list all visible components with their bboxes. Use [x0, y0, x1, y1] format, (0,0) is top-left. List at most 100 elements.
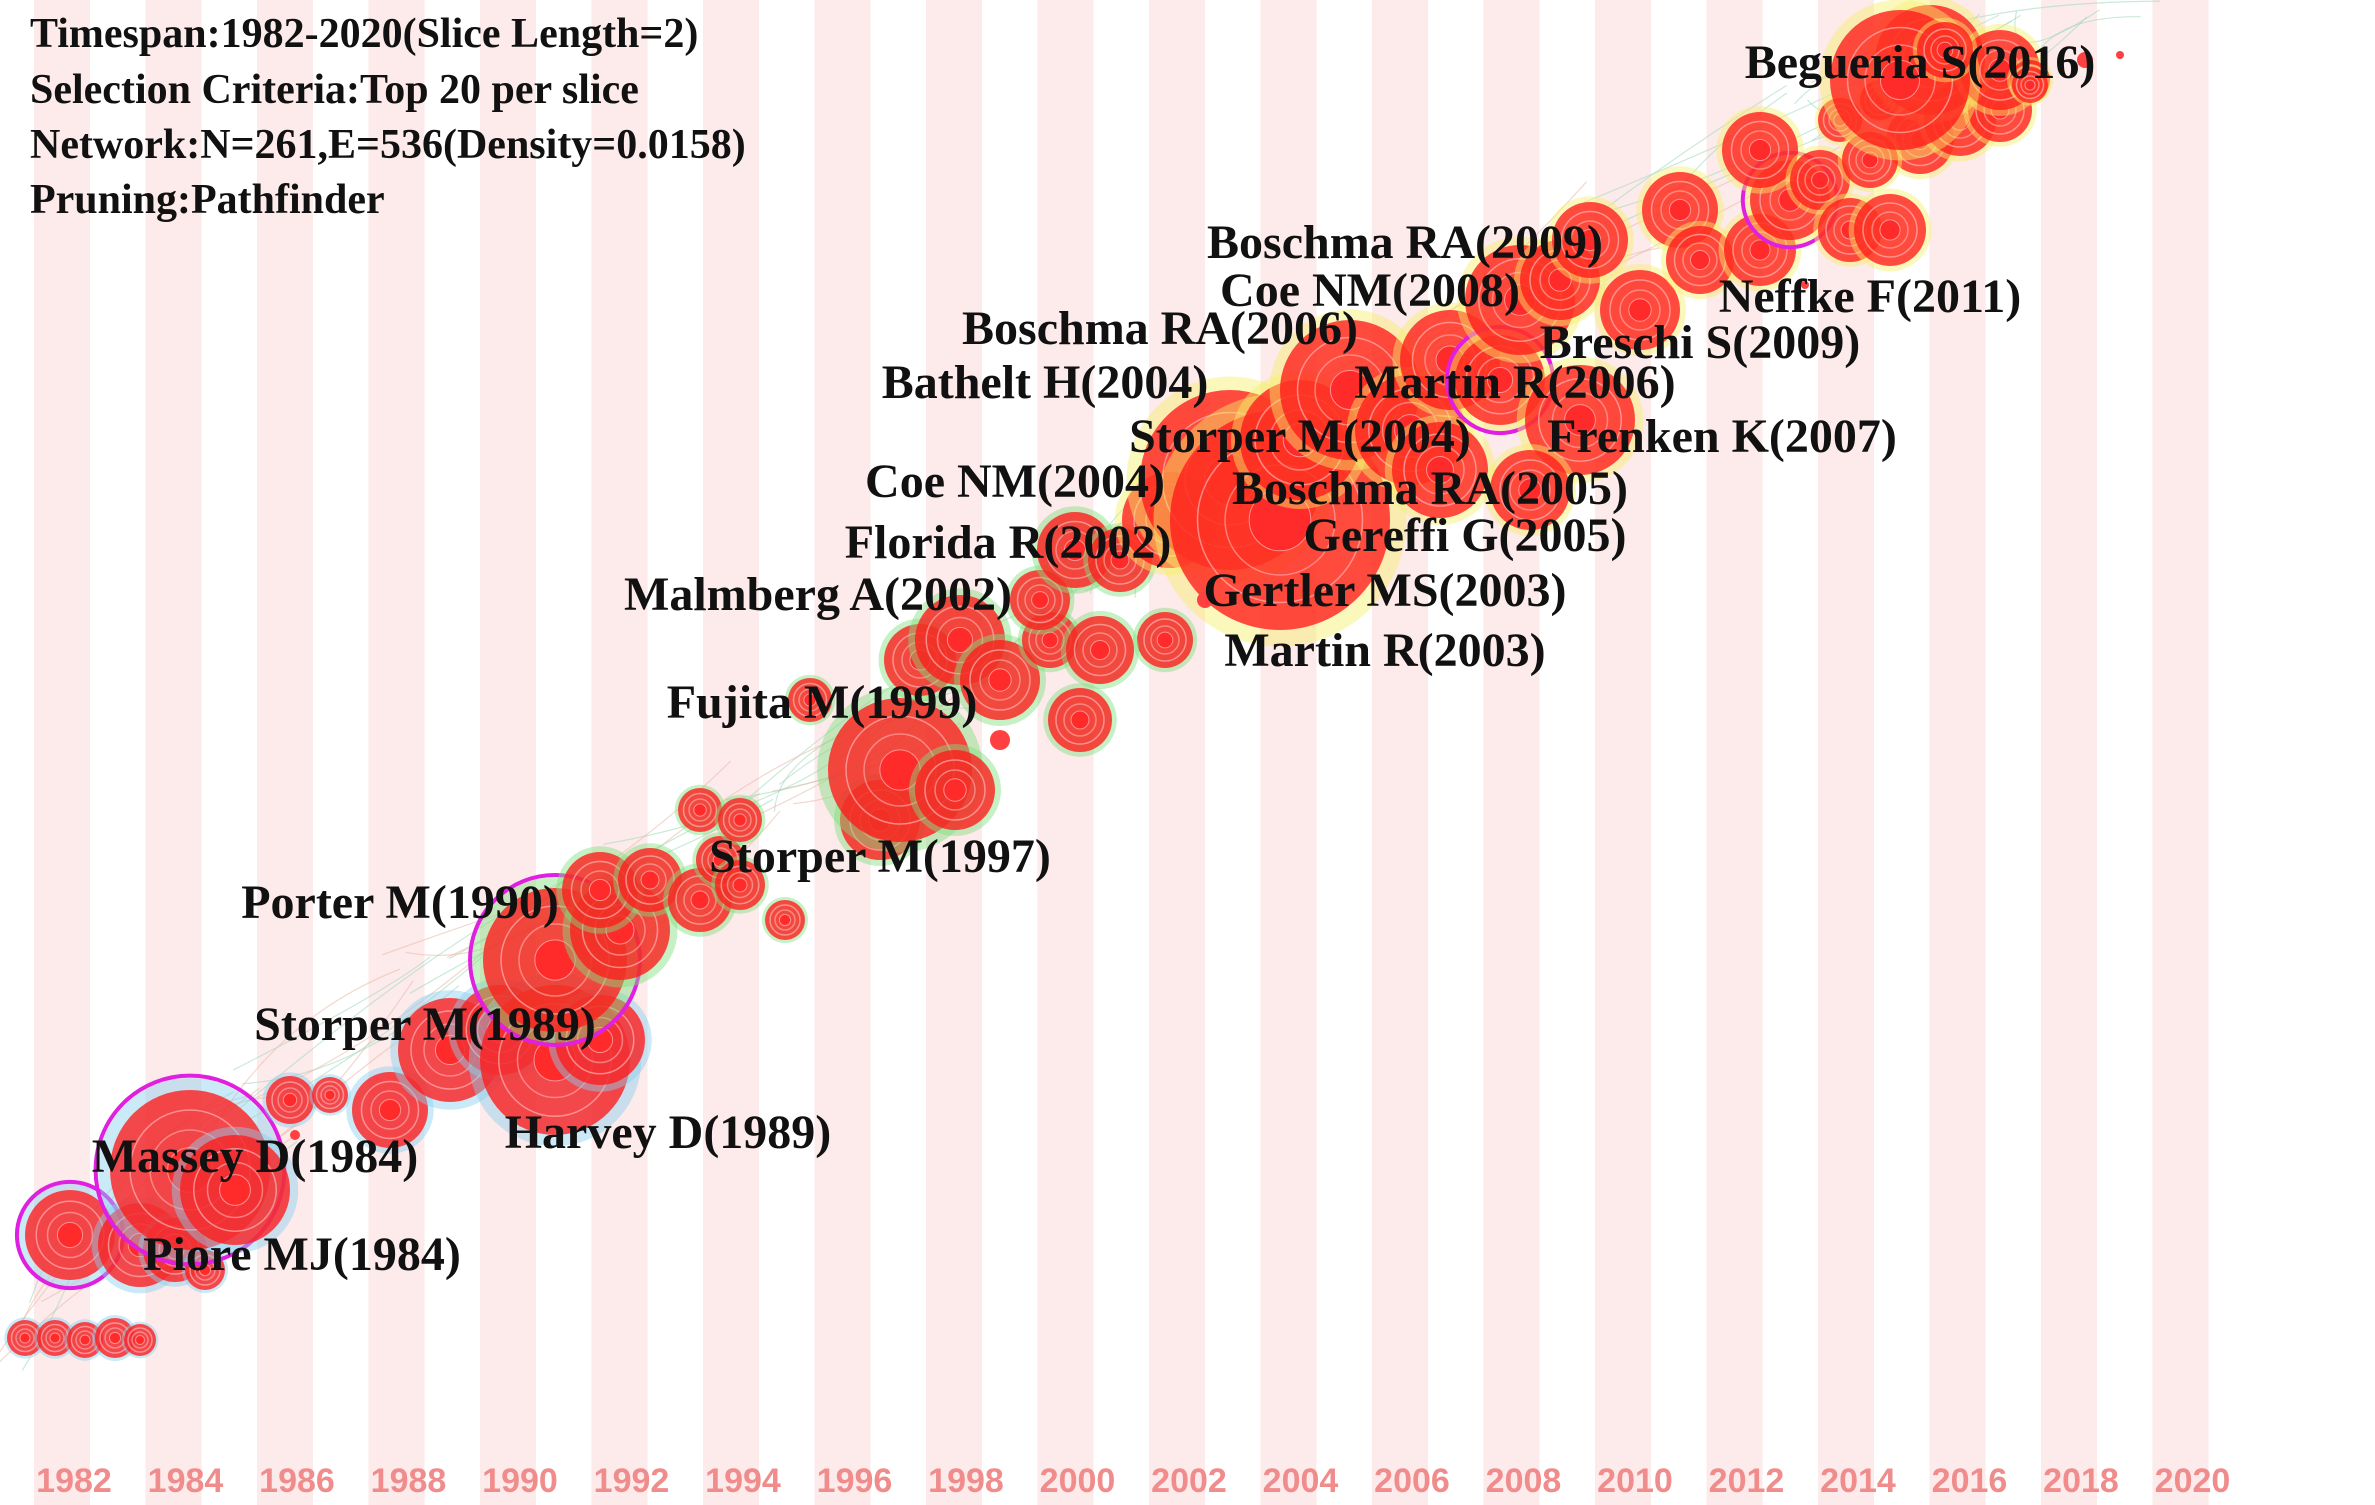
- year-tick-label: 2016: [1932, 1462, 2008, 1500]
- node-label: Florida R(2002): [845, 516, 1172, 569]
- citation-node: [64, 1319, 106, 1361]
- node-label: Breschi S(2009): [1540, 316, 1860, 369]
- node-label: Boschma RA(2006): [962, 302, 1358, 355]
- citation-node: [262, 1072, 318, 1128]
- node-label: Malmberg A(2002): [624, 568, 1012, 621]
- citation-node: [1546, 196, 1634, 284]
- citation-node: [954, 634, 1046, 726]
- citation-node: [171, 1126, 299, 1254]
- time-slice-band: [1929, 0, 1986, 1505]
- citation-node: [34, 1317, 76, 1359]
- node-label: Coe NM(2004): [865, 455, 1165, 508]
- citation-node: [14, 1179, 126, 1291]
- node-label: Begueria S(2016): [1745, 36, 2096, 89]
- citation-node: [909, 744, 1001, 836]
- node-label: Gereffi G(2005): [1304, 509, 1627, 562]
- node-label: Storper M(2004): [1129, 410, 1471, 463]
- citation-node: [1716, 106, 1804, 194]
- citation-node: [1060, 610, 1140, 690]
- citation-node: [2009, 64, 2051, 106]
- citation-node: [1848, 188, 1932, 272]
- time-slice-band: [1260, 0, 1317, 1505]
- citation-node: [2116, 51, 2124, 59]
- citation-node: [1197, 592, 1213, 608]
- year-tick-label: 2002: [1151, 1462, 1227, 1500]
- node-label: Boschma RA(2009): [1207, 216, 1603, 269]
- info-pruning: Pruning:Pathfinder: [30, 177, 385, 223]
- citation-node: [1801, 281, 1809, 289]
- year-tick-label: 2006: [1374, 1462, 1450, 1500]
- node-label: Martin R(2003): [1224, 624, 1545, 677]
- node-label: Frenken K(2007): [1547, 410, 1897, 463]
- node-label: Porter M(1990): [241, 876, 559, 929]
- citation-node: [1132, 607, 1198, 673]
- time-slice-band: [591, 0, 648, 1505]
- year-tick-label: 2014: [1820, 1462, 1896, 1500]
- node-label: Harvey D(1989): [505, 1106, 832, 1159]
- node-label: Piore MJ(1984): [143, 1228, 461, 1281]
- year-tick-label: 1988: [371, 1462, 447, 1500]
- node-label: Coe NM(2008): [1220, 264, 1520, 317]
- citation-node: [1043, 683, 1117, 757]
- citation-node: [1516, 356, 1644, 484]
- node-label: Massey D(1984): [92, 1130, 419, 1183]
- citation-node: [4, 1317, 46, 1359]
- citation-node: [613, 843, 687, 917]
- info-timespan: Timespan:1982-2020(Slice Length=2): [30, 11, 699, 57]
- citation-node: [309, 1074, 351, 1116]
- citation-link: [232, 956, 431, 1071]
- citation-node: [346, 1066, 434, 1154]
- time-slice-band: [1149, 0, 1205, 1505]
- node-label: Bathelt H(2004): [882, 356, 1209, 409]
- citation-node: [674, 784, 726, 836]
- node-label: Storper M(1997): [709, 830, 1051, 883]
- node-label: Boschma RA(2005): [1232, 462, 1628, 515]
- citation-node: [1912, 17, 1978, 83]
- citation-node: [714, 794, 766, 846]
- year-tick-label: 1992: [594, 1462, 670, 1500]
- citation-node: [290, 1130, 300, 1140]
- year-tick-label: 1982: [36, 1462, 112, 1500]
- citation-node: [1785, 145, 1855, 215]
- year-axis: 1982 1984 1986 1988 1990 1992 1994 1996 1998 2000…: [36, 1462, 2230, 1500]
- node-label: Gertler MS(2003): [1204, 564, 1567, 617]
- year-tick-label: 1994: [705, 1462, 781, 1500]
- citation-link: [2014, 9, 2100, 43]
- time-slice-band: [257, 0, 313, 1505]
- citation-node: [990, 730, 1010, 750]
- time-slice-band: [2041, 0, 2097, 1505]
- year-tick-label: 2018: [2043, 1462, 2119, 1500]
- year-tick-label: 2004: [1263, 1462, 1339, 1500]
- year-tick-label: 1996: [817, 1462, 893, 1500]
- time-slice-band: [1372, 0, 1428, 1505]
- citation-node: [1384, 414, 1496, 526]
- citation-node: [1514, 234, 1606, 326]
- node-label: Storper M(1989): [254, 998, 596, 1051]
- citation-node: [762, 897, 808, 943]
- citation-node: [784, 674, 836, 726]
- time-slice-band: [2152, 0, 2209, 1505]
- year-tick-label: 2008: [1486, 1462, 1562, 1500]
- node-label: Neffke F(2011): [1719, 270, 2022, 323]
- citation-node: [711, 856, 769, 914]
- citation-node: [92, 1315, 138, 1361]
- time-slice-band: [480, 0, 536, 1505]
- citation-nodes: [4, 0, 2124, 1361]
- citation-node: [2077, 52, 2093, 68]
- year-tick-label: 2012: [1709, 1462, 1785, 1500]
- node-label: Fujita M(1999): [667, 676, 978, 729]
- year-tick-label: 2010: [1597, 1462, 1673, 1500]
- year-tick-label: 1998: [928, 1462, 1004, 1500]
- node-label: Martin R(2006): [1354, 356, 1675, 409]
- year-tick-label: 1984: [148, 1462, 224, 1500]
- citation-node: [1594, 264, 1686, 356]
- year-tick-label: 1986: [259, 1462, 335, 1500]
- citation-node: [1484, 444, 1576, 536]
- year-tick-label: 2020: [2155, 1462, 2231, 1500]
- year-tick-label: 1990: [482, 1462, 558, 1500]
- time-slice-band: [368, 0, 425, 1505]
- time-slice-band: [1037, 0, 1094, 1505]
- citation-node: [121, 1321, 159, 1359]
- info-selection-criteria: Selection Criteria:Top 20 per slice: [30, 67, 639, 113]
